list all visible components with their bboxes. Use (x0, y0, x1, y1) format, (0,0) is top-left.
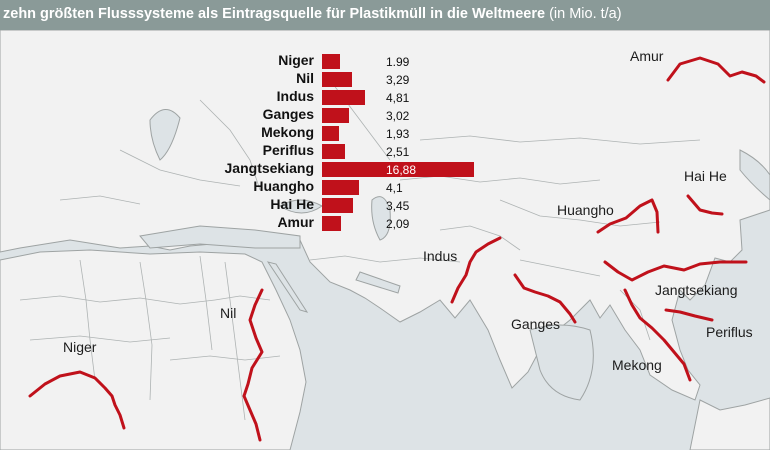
mediterranean-sea (139, 225, 301, 249)
river-ganges (513, 273, 577, 324)
map-label-jangtsekiang: Jangtsekiang (655, 282, 738, 298)
red-sea (266, 261, 309, 313)
water-bodies (139, 109, 770, 401)
river-periflus (664, 308, 714, 322)
map-label-hai-he: Hai He (684, 168, 727, 184)
caspian-sea (371, 196, 391, 241)
river-huangho (596, 198, 660, 234)
landmass-africa (0, 249, 307, 450)
world-map (0, 30, 770, 450)
chart-title: zehn größten Flusssysteme als Eintragsqu… (3, 6, 546, 22)
map-label-amur: Amur (630, 48, 664, 64)
persian-gulf (355, 271, 401, 294)
bay-of-bengal (529, 324, 594, 401)
map-label-mekong: Mekong (612, 357, 662, 373)
river-nil (242, 288, 264, 442)
map-label-periflus: Periflus (706, 324, 753, 340)
chart-unit: (in Mio. t/a) (549, 6, 622, 22)
rivers (28, 56, 766, 442)
baltic-sea (149, 109, 181, 161)
river-amur (666, 56, 766, 84)
sea-of-japan (739, 149, 770, 201)
map-label-huangho: Huangho (557, 202, 614, 218)
river-niger (28, 370, 126, 430)
map-label-nil: Nil (220, 305, 237, 321)
river-hai-he (686, 194, 724, 216)
map-label-ganges: Ganges (511, 316, 561, 332)
landmass-southeast-asia (689, 397, 770, 450)
river-jangtsekiang (603, 260, 748, 282)
title-bar: zehn größten Flusssysteme als Eintragsqu… (0, 0, 770, 30)
map-label-niger: Niger (63, 339, 97, 355)
map-label-indus: Indus (423, 248, 458, 264)
river-mekong (623, 288, 692, 382)
river-indus (450, 236, 502, 304)
country-borders (19, 79, 701, 421)
